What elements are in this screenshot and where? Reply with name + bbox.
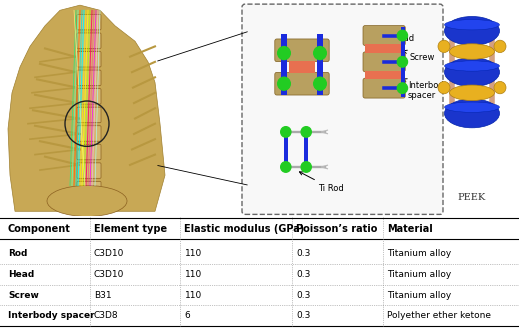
FancyBboxPatch shape xyxy=(77,163,101,178)
Text: Screw: Screw xyxy=(8,290,39,299)
Ellipse shape xyxy=(444,20,499,30)
Text: Head: Head xyxy=(8,270,34,279)
Text: Titanium alloy: Titanium alloy xyxy=(387,249,451,258)
Text: 0.3: 0.3 xyxy=(296,249,310,258)
Text: Titanium alloy: Titanium alloy xyxy=(387,270,451,279)
FancyBboxPatch shape xyxy=(242,4,443,214)
FancyBboxPatch shape xyxy=(77,52,101,67)
FancyBboxPatch shape xyxy=(77,70,101,86)
Text: Material: Material xyxy=(387,224,433,234)
Text: B31: B31 xyxy=(93,290,111,299)
Text: Poisson’s ratio: Poisson’s ratio xyxy=(296,224,377,234)
Text: Ti Rod: Ti Rod xyxy=(299,172,344,193)
FancyBboxPatch shape xyxy=(77,181,101,197)
Circle shape xyxy=(398,83,407,93)
Text: C3D10: C3D10 xyxy=(93,270,124,279)
Circle shape xyxy=(301,162,311,172)
Ellipse shape xyxy=(449,44,495,59)
FancyBboxPatch shape xyxy=(77,107,101,123)
Circle shape xyxy=(278,77,290,90)
Text: Titanium alloy: Titanium alloy xyxy=(387,290,451,299)
Text: 0.3: 0.3 xyxy=(296,311,310,320)
Bar xyxy=(281,34,286,95)
FancyBboxPatch shape xyxy=(363,52,405,72)
Bar xyxy=(284,128,288,171)
Ellipse shape xyxy=(444,102,499,112)
Text: Elastic modulus (GPa): Elastic modulus (GPa) xyxy=(184,224,305,234)
FancyBboxPatch shape xyxy=(365,71,403,79)
FancyBboxPatch shape xyxy=(77,89,101,104)
Ellipse shape xyxy=(444,61,499,71)
Text: Element type: Element type xyxy=(93,224,167,234)
Circle shape xyxy=(398,30,407,41)
FancyBboxPatch shape xyxy=(77,14,101,30)
Text: 110: 110 xyxy=(184,249,202,258)
Text: Interbody spacer: Interbody spacer xyxy=(8,311,94,320)
Circle shape xyxy=(313,47,326,60)
Ellipse shape xyxy=(449,85,495,101)
Circle shape xyxy=(281,127,291,137)
Text: 0.3: 0.3 xyxy=(296,290,310,299)
Text: PEEK: PEEK xyxy=(458,193,486,202)
Text: Component: Component xyxy=(8,224,71,234)
Text: 110: 110 xyxy=(184,270,202,279)
Text: 6: 6 xyxy=(184,311,190,320)
Ellipse shape xyxy=(438,40,450,53)
Circle shape xyxy=(398,57,407,67)
Text: Interbody
spacer: Interbody spacer xyxy=(403,79,449,100)
FancyBboxPatch shape xyxy=(77,144,101,160)
Text: C3D10: C3D10 xyxy=(93,249,124,258)
FancyBboxPatch shape xyxy=(77,126,101,141)
Bar xyxy=(304,128,308,171)
Circle shape xyxy=(301,127,311,137)
Text: 110: 110 xyxy=(184,290,202,299)
Ellipse shape xyxy=(494,82,506,94)
Circle shape xyxy=(281,162,291,172)
FancyBboxPatch shape xyxy=(290,61,315,74)
Ellipse shape xyxy=(494,40,506,53)
FancyBboxPatch shape xyxy=(77,33,101,48)
FancyBboxPatch shape xyxy=(363,78,405,98)
Circle shape xyxy=(278,47,290,60)
Text: 0.3: 0.3 xyxy=(296,270,310,279)
Bar xyxy=(317,34,323,95)
Text: C3D8: C3D8 xyxy=(93,311,118,320)
Ellipse shape xyxy=(444,99,499,128)
Ellipse shape xyxy=(444,17,499,45)
FancyBboxPatch shape xyxy=(275,39,329,62)
Text: Screw: Screw xyxy=(404,50,435,62)
Text: Polyether ether ketone: Polyether ether ketone xyxy=(387,311,491,320)
Text: Head: Head xyxy=(382,33,414,43)
Polygon shape xyxy=(8,5,165,211)
FancyBboxPatch shape xyxy=(363,26,405,46)
Circle shape xyxy=(313,77,326,90)
Ellipse shape xyxy=(438,82,450,94)
Text: Rod: Rod xyxy=(8,249,28,258)
Bar xyxy=(401,27,405,97)
Ellipse shape xyxy=(444,58,499,87)
FancyBboxPatch shape xyxy=(365,44,403,53)
FancyBboxPatch shape xyxy=(275,72,329,95)
Ellipse shape xyxy=(47,185,127,216)
